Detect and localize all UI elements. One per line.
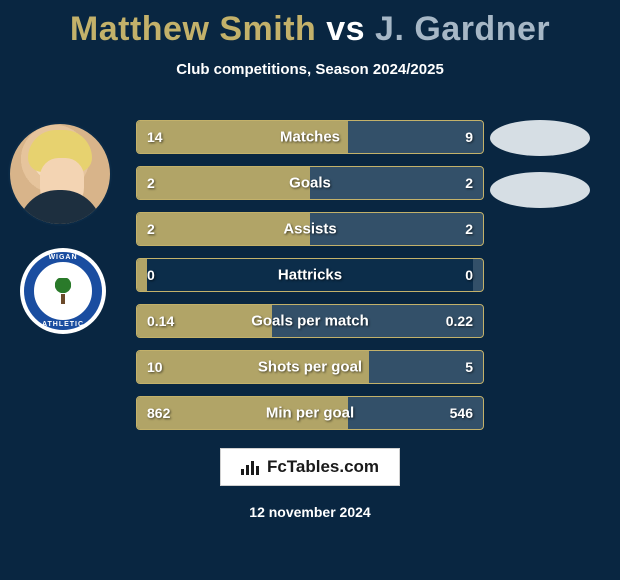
stats-container: 14 9 Matches 2 2 Goals 2 2 Assists 0 0 Hattricks 0.1…: [136, 120, 484, 442]
player1-name: Matthew Smith: [70, 10, 316, 48]
stat-label: Goals: [289, 175, 331, 192]
player2-placeholder-ellipse: [490, 172, 590, 208]
club-badge-bottom-text: ATHLETIC: [20, 321, 106, 328]
stat-value-right: 546: [450, 405, 473, 421]
stat-row: 862 546 Min per goal: [136, 396, 484, 430]
stat-label: Hattricks: [278, 267, 342, 284]
stat-row: 2 2 Assists: [136, 212, 484, 246]
stat-label: Assists: [283, 221, 336, 238]
brand-text: FcTables.com: [267, 457, 379, 477]
player1-club-badge: WIGAN ATHLETIC: [20, 248, 106, 334]
player1-column: WIGAN ATHLETIC: [8, 122, 118, 334]
stat-value-right: 9: [465, 129, 473, 145]
stat-row: 0 0 Hattricks: [136, 258, 484, 292]
player1-avatar: [8, 122, 112, 226]
date-text: 12 november 2024: [0, 504, 620, 520]
stat-fill-right: [310, 167, 483, 199]
player2-column: [490, 120, 602, 224]
brand-logo-icon: [241, 459, 261, 475]
club-badge-top-text: WIGAN: [20, 254, 106, 261]
stat-row: 0.14 0.22 Goals per match: [136, 304, 484, 338]
tree-icon: [50, 278, 76, 304]
stat-value-left: 2: [147, 221, 155, 237]
player2-placeholder-ellipse: [490, 120, 590, 156]
stat-value-right: 5: [465, 359, 473, 375]
comparison-title: Matthew Smith vs J. Gardner: [0, 0, 620, 49]
stat-fill-right: [473, 259, 483, 291]
stat-row: 2 2 Goals: [136, 166, 484, 200]
stat-value-left: 0.14: [147, 313, 174, 329]
stat-label: Shots per goal: [258, 359, 362, 376]
stat-row: 14 9 Matches: [136, 120, 484, 154]
stat-value-left: 862: [147, 405, 170, 421]
brand-badge: FcTables.com: [220, 448, 400, 486]
stat-label: Matches: [280, 129, 340, 146]
footer: FcTables.com 12 november 2024: [0, 448, 620, 520]
stat-value-left: 2: [147, 175, 155, 191]
stat-label: Min per goal: [266, 405, 354, 422]
stat-value-right: 2: [465, 221, 473, 237]
stat-fill-left: [137, 259, 147, 291]
stat-value-right: 2: [465, 175, 473, 191]
competition-subtitle: Club competitions, Season 2024/2025: [0, 61, 620, 78]
stat-value-right: 0: [465, 267, 473, 283]
stat-value-left: 0: [147, 267, 155, 283]
vs-text: vs: [326, 10, 365, 48]
stat-value-left: 14: [147, 129, 163, 145]
stat-row: 10 5 Shots per goal: [136, 350, 484, 384]
stat-fill-left: [137, 167, 310, 199]
stat-fill-right: [348, 121, 483, 153]
stat-value-right: 0.22: [446, 313, 473, 329]
player2-name: J. Gardner: [375, 10, 550, 48]
stat-value-left: 10: [147, 359, 163, 375]
stat-label: Goals per match: [251, 313, 369, 330]
